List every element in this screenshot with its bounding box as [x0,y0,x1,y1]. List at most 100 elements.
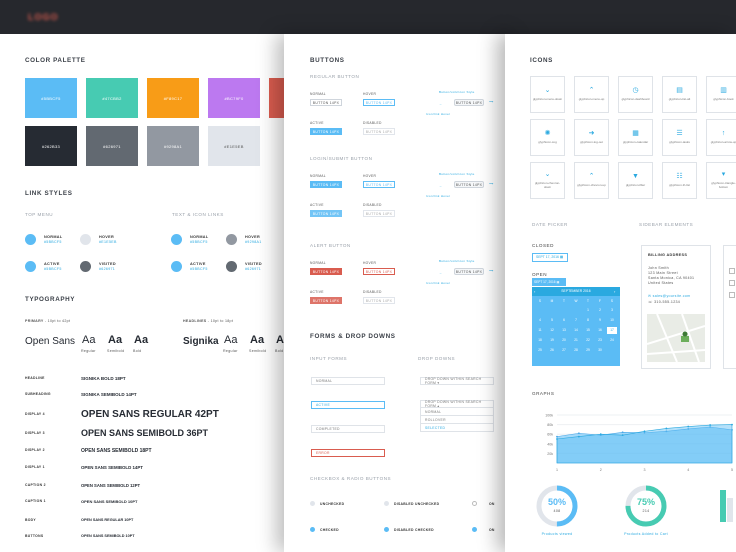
calendar-day[interactable]: 25 [538,348,542,352]
dashboard-icon-tile[interactable]: ◷ glyphicon-dashboard [618,76,653,113]
font-weight-label: Bold [275,349,284,353]
tasks-icon-tile[interactable]: ☰ glyphicon-tasks [662,119,697,156]
log-out-icon: ➜ [588,130,595,138]
calendar-day[interactable]: 13 [562,328,566,332]
dropdown-option[interactable]: ROLLOVER [420,416,494,424]
button-hover[interactable]: BUTTON 14PX [363,268,395,275]
calendar-day[interactable]: 22 [586,338,590,342]
calendar-day[interactable]: 30 [598,348,602,352]
calendar-day[interactable]: 28 [574,348,578,352]
calendar-day[interactable]: 8 [587,318,589,322]
phone-icon: ☏ [648,300,653,304]
calendar-day[interactable]: 20 [562,338,566,342]
link-state-swatch[interactable] [25,261,36,272]
calendar-day[interactable]: 9 [599,318,601,322]
log-out-icon-tile[interactable]: ➜ glyphicon-log-out [574,119,609,156]
calendar-date-input[interactable]: SEPT 17, 2016 ▦ [532,278,566,286]
primary-label: PRIMARY [25,319,44,323]
calendar-day[interactable]: 29 [586,348,590,352]
th-list-icon-tile[interactable]: ☷ glyphicon-th-list [662,162,697,199]
checkbox-label: DISABLED CHECKED [394,528,434,532]
sidebar-elements-title: SIDEBAR ELEMENTS [639,222,694,227]
link-state-swatch[interactable] [171,234,182,245]
triangle-bottom-icon-tile[interactable]: ▾ glyphicon-triangle-bottom [706,162,736,199]
calendar-day[interactable]: 18 [538,338,542,342]
calendar-day[interactable]: 7 [575,318,577,322]
filter-icon-tile[interactable]: ▼ glyphicon-filter [618,162,653,199]
button-normal[interactable]: BUTTON 14PX [310,181,342,188]
button-active[interactable]: BUTTON 14PX [310,297,342,304]
calendar-day[interactable]: 17 [607,327,617,334]
calendar-day[interactable]: 24 [610,338,614,342]
calendar-day[interactable]: 14 [574,328,578,332]
calendar-day[interactable]: 16 [598,328,602,332]
calendar-day[interactable]: 2 [599,308,601,312]
billing-email[interactable]: ✉ sales@yoursite.com [648,294,690,298]
calendar-day[interactable]: 6 [563,318,565,322]
button-normal[interactable]: BUTTON 14PX [310,268,342,275]
checkbox[interactable] [310,501,315,506]
button-sample-side[interactable]: BUTTON 14PX [454,99,484,106]
sidebar-checkbox-1[interactable] [729,268,735,274]
button-sample-side[interactable]: BUTTON 14PX [454,181,484,188]
link-state-swatch[interactable] [226,261,237,272]
calendar-day[interactable]: 5 [551,318,553,322]
input-completed[interactable]: COMPLETED [311,425,385,433]
calendar-day[interactable]: 15 [586,328,590,332]
book-icon-tile[interactable]: ▥ glyphicon-book [706,76,736,113]
button-sample-side[interactable]: BUTTON 14PX [454,268,484,275]
graphs-title: GRAPHS [532,391,555,396]
sidebar-checkbox-2[interactable] [729,280,735,286]
cog-icon-tile[interactable]: ✺ glyphicon-cog [530,119,565,156]
link-state-swatch[interactable] [80,261,91,272]
link-state-swatch[interactable] [25,234,36,245]
dropdown-option[interactable]: NORMAL [420,408,494,416]
calendar-day[interactable]: 1 [587,308,589,312]
button-hover[interactable]: BUTTON 14PX [363,181,395,188]
calendar-icon-tile[interactable]: ▦ glyphicon-calendar [618,119,653,156]
link-state-swatch[interactable] [226,234,237,245]
link-state-hex: #5BBCF5 [190,240,208,244]
calendar-header: SEPTEMBER 2016 [532,287,620,296]
calendar-day[interactable]: 23 [598,338,602,342]
calendar-day[interactable]: 19 [550,338,554,342]
date-input-closed[interactable]: SEPT 17, 2016 ▦ [532,253,568,262]
donut-chart [625,485,667,527]
menu-down-icon-tile[interactable]: ⌄ glyphicon-menu-down [530,76,565,113]
calendar-day[interactable]: 26 [550,348,554,352]
chevron-left-icon[interactable]: ‹ [534,289,536,294]
calendar-day[interactable]: 11 [538,328,542,332]
link-state-swatch[interactable] [171,261,182,272]
radio-off[interactable] [472,501,477,506]
link-state-swatch[interactable] [80,234,91,245]
calendar-day[interactable]: 12 [550,328,554,332]
button-active[interactable]: BUTTON 14PX [310,128,342,135]
calendar-day[interactable]: 3 [611,308,613,312]
button-hover[interactable]: BUTTON 14PX [363,99,395,106]
sidebar-checkbox-3[interactable] [729,292,735,298]
input-error[interactable]: ERROR [311,449,385,457]
input-normal[interactable]: NORMAL [311,377,385,385]
dropdown-option[interactable]: SELECTED [420,424,494,432]
calendar-day[interactable]: 10 [610,318,614,322]
checkbox[interactable] [384,501,389,506]
button-active[interactable]: BUTTON 14PX [310,210,342,217]
arrow-up-icon-tile[interactable]: ↑ glyphicon-arrow-up [706,119,736,156]
chevron-up-icon: ⌃ [588,173,595,181]
chevron-down-icon-tile[interactable]: ⌄ glyphicon-chevron-down [530,162,565,199]
calendar-day[interactable]: 21 [574,338,578,342]
chevron-right-icon[interactable]: › [614,289,616,294]
radio-on[interactable] [472,527,477,532]
calendar-day[interactable]: 4 [539,318,541,322]
list-alt-icon-tile[interactable]: ▤ glyphicon-list-alt [662,76,697,113]
button-normal[interactable]: BUTTON 14PX [310,99,342,106]
menu-up-icon-tile[interactable]: ⌃ glyphicon-menu-up [574,76,609,113]
calendar-day[interactable]: 27 [562,348,566,352]
map-thumbnail[interactable] [647,314,705,362]
open-sans-sample: Open Sans [25,336,76,347]
checkbox[interactable] [310,527,315,532]
dropdown-open[interactable]: DROP DOWN WITHIN SEARCH FORM ▴ [420,400,494,408]
chevron-up-icon-tile[interactable]: ⌃ glyphicon-chevron-up [574,162,609,199]
dropdown-closed[interactable]: DROP DOWN WITHIN SEARCH FORM ▾ [420,377,494,385]
input-active[interactable]: ACTIVE [311,401,385,409]
